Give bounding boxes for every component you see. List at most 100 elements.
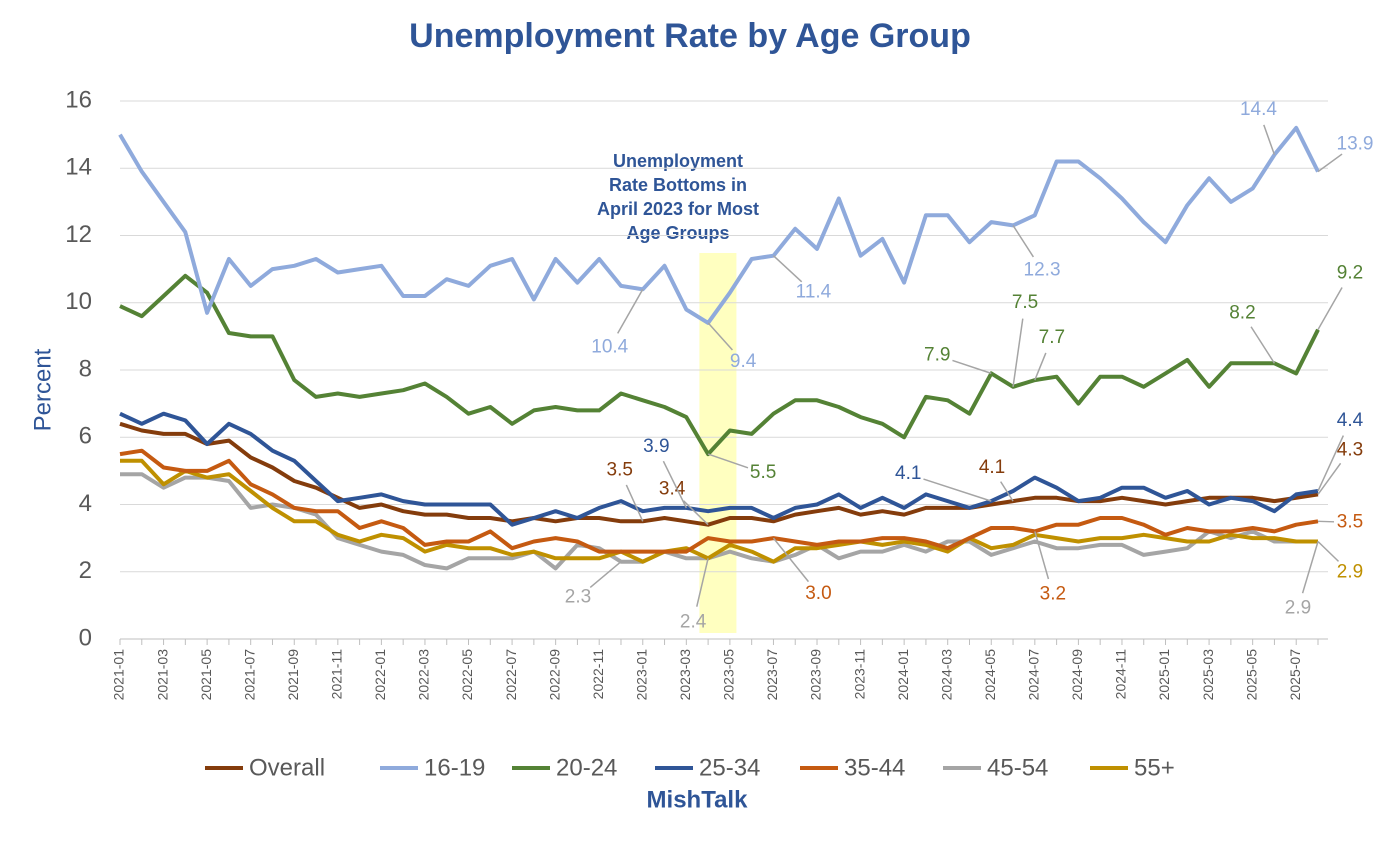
x-tick-label: 2023-01	[633, 649, 649, 701]
value-label: 4.3	[1337, 439, 1363, 460]
value-label: 3.0	[805, 583, 831, 604]
x-tick-label: 2025-03	[1200, 649, 1216, 701]
leader-line	[1034, 352, 1047, 381]
x-tick-label: 2024-07	[1026, 649, 1042, 701]
value-label: 3.9	[643, 436, 669, 457]
x-tick-label: 2024-05	[982, 649, 998, 701]
x-tick-label: 2023-09	[808, 649, 824, 701]
x-tick-label: 2021-05	[198, 649, 214, 701]
x-tick-label: 2023-11	[851, 649, 867, 700]
value-label: 7.9	[924, 344, 950, 365]
series-line	[119, 448, 1319, 554]
leader-line	[707, 453, 749, 469]
leader-line	[1012, 225, 1035, 258]
series-line	[120, 458, 1318, 564]
legend-label: 20-24	[556, 754, 617, 781]
y-tick-label: 0	[79, 624, 92, 651]
value-label: 2.4	[680, 611, 707, 632]
value-label: 7.5	[1012, 292, 1038, 313]
y-tick-label: 2	[79, 557, 92, 584]
x-tick-label: 2024-09	[1069, 649, 1085, 701]
series-line	[119, 411, 1319, 527]
value-label: 4.1	[979, 457, 1005, 478]
chart-title: Unemployment Rate by Age Group	[409, 17, 971, 55]
value-label: 7.7	[1039, 327, 1065, 348]
y-tick-label: 10	[65, 288, 92, 315]
x-tick-label: 2025-01	[1156, 649, 1172, 701]
legend-item: 25-34	[655, 754, 760, 781]
leader-line	[1012, 318, 1024, 387]
x-tick-label: 2022-01	[372, 649, 388, 701]
legend-label: 16-19	[424, 754, 485, 781]
annotation: Age Groups	[626, 223, 729, 243]
x-tick-label: 2021-07	[241, 649, 257, 701]
y-axis-label: Percent	[29, 348, 56, 431]
leader-line	[1317, 540, 1340, 562]
value-label: 3.5	[1337, 511, 1363, 532]
x-tick-label: 2022-11	[590, 649, 606, 700]
value-label: 12.3	[1024, 259, 1061, 280]
leader-line	[772, 255, 803, 283]
legend-item: Overall	[205, 754, 325, 781]
legend-item: 55+	[1090, 754, 1175, 781]
source: MishTalk	[647, 786, 749, 813]
legend-label: Overall	[249, 754, 325, 781]
series-line	[118, 125, 1320, 325]
series-line	[120, 472, 1318, 571]
x-tick-label: 2023-05	[721, 649, 737, 701]
annotation: Rate Bottoms in	[609, 175, 747, 195]
leader-line	[589, 561, 622, 588]
x-tick-label: 2021-09	[285, 649, 301, 701]
value-label: 14.4	[1240, 99, 1277, 120]
leader-line	[625, 484, 644, 522]
legend-label: 25-34	[699, 754, 760, 781]
leader-line	[1301, 541, 1319, 594]
value-label: 8.2	[1229, 302, 1255, 323]
leader-line	[1263, 124, 1276, 156]
value-label: 9.2	[1337, 263, 1363, 284]
series-line	[119, 421, 1319, 527]
x-tick-label: 2025-07	[1287, 649, 1303, 701]
annotation: April 2023 for Most	[597, 199, 759, 219]
y-tick-label: 14	[65, 154, 92, 181]
legend-item: 45-54	[943, 754, 1048, 781]
leader-line	[772, 537, 810, 583]
x-tick-label: 2025-05	[1243, 649, 1259, 701]
legend-item: 20-24	[512, 754, 617, 781]
leader-line	[617, 288, 644, 334]
x-tick-label: 2022-03	[416, 649, 432, 701]
legend-label: 55+	[1134, 754, 1175, 781]
x-tick-label: 2022-09	[546, 649, 562, 701]
leader-line	[1317, 287, 1343, 331]
x-tick-label: 2022-05	[459, 649, 475, 701]
y-tick-label: 8	[79, 355, 92, 382]
value-label: 13.9	[1337, 134, 1374, 155]
y-tick-label: 6	[79, 423, 92, 450]
value-label: 4.1	[895, 463, 921, 484]
x-tick-label: 2021-01	[111, 649, 127, 701]
value-label: 10.4	[591, 336, 628, 357]
x-tick-label: 2021-03	[154, 649, 170, 701]
value-label: 9.4	[730, 351, 757, 372]
legend-item: 16-19	[380, 754, 485, 781]
leader-line	[683, 500, 709, 526]
legend-label: 35-44	[844, 754, 905, 781]
value-label: 2.9	[1285, 598, 1311, 619]
value-label: 3.2	[1040, 583, 1066, 604]
leader-line	[1034, 531, 1050, 580]
y-tick-label: 12	[65, 221, 92, 248]
value-label: 2.9	[1337, 562, 1363, 583]
x-tick-label: 2023-07	[764, 649, 780, 701]
leader-line	[707, 322, 733, 351]
leader-line	[1317, 153, 1343, 173]
legend-label: 45-54	[987, 754, 1048, 781]
leader-line	[662, 460, 688, 509]
x-tick-label: 2022-07	[503, 649, 519, 701]
x-tick-label: 2023-03	[677, 649, 693, 701]
leader-line	[923, 478, 992, 502]
value-label: 5.5	[750, 462, 776, 483]
value-label: 4.4	[1337, 410, 1364, 431]
x-tick-label: 2024-03	[938, 649, 954, 701]
